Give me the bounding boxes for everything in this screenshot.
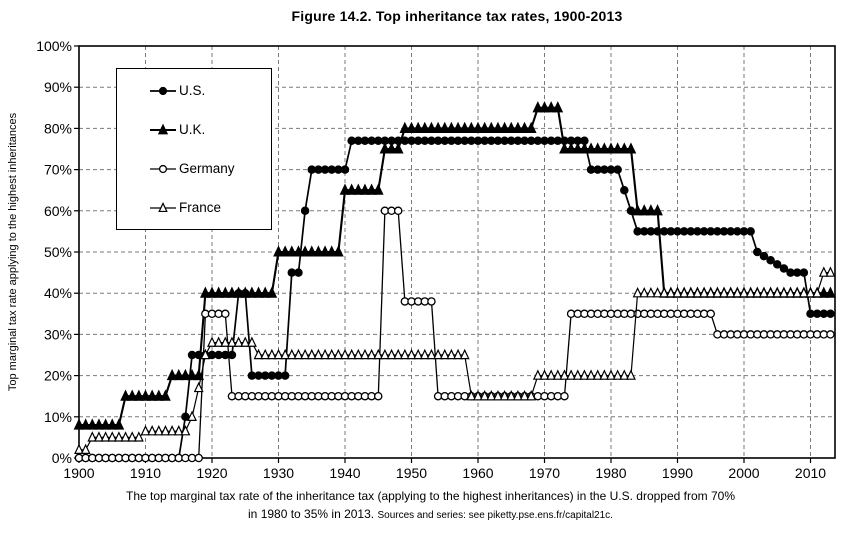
legend-item-france: France	[117, 200, 271, 215]
legend-marker-france-icon	[150, 201, 176, 212]
y-axis-title: Top marginal tax rate applying to the hi…	[7, 112, 19, 391]
caption-line1: The top marginal tax rate of the inherit…	[125, 489, 735, 503]
svg-text:0%: 0%	[52, 450, 72, 466]
legend-marker-germany-icon	[150, 164, 176, 173]
svg-text:1930: 1930	[263, 465, 294, 481]
svg-text:1910: 1910	[130, 465, 161, 481]
svg-text:80%: 80%	[44, 120, 72, 136]
svg-text:90%: 90%	[44, 79, 72, 95]
legend-item-uk: U.K.	[117, 122, 271, 137]
legend-marker-us-icon	[150, 86, 176, 95]
legend-item-us: U.S.	[117, 83, 271, 98]
svg-text:20%: 20%	[44, 368, 72, 384]
caption: The top marginal tax rate of the inherit…	[0, 487, 861, 525]
svg-text:1990: 1990	[662, 465, 693, 481]
legend-item-germany: Germany	[117, 161, 271, 176]
svg-text:1960: 1960	[462, 465, 493, 481]
svg-text:100%: 100%	[36, 38, 72, 54]
svg-text:2010: 2010	[795, 465, 826, 481]
caption-line2: in 1980 to 35% in 2013.	[248, 507, 375, 521]
chart-title: Figure 14.2. Top inheritance tax rates, …	[291, 8, 623, 24]
svg-text:1920: 1920	[196, 465, 227, 481]
svg-text:30%: 30%	[44, 326, 72, 342]
caption-sources: Sources and series: see piketty.pse.ens.…	[377, 510, 613, 521]
svg-text:1970: 1970	[529, 465, 560, 481]
legend-label-us: U.S.	[179, 83, 206, 98]
svg-text:50%: 50%	[44, 244, 72, 260]
svg-text:60%: 60%	[44, 203, 72, 219]
legend-marker-uk-icon	[150, 123, 176, 134]
legend-label-germany: Germany	[179, 161, 235, 176]
svg-text:40%: 40%	[44, 285, 72, 301]
legend-label-uk: U.K.	[179, 122, 206, 137]
legend-label-france: France	[179, 200, 222, 215]
svg-text:1950: 1950	[396, 465, 427, 481]
svg-text:1980: 1980	[595, 465, 626, 481]
svg-text:10%: 10%	[44, 409, 72, 425]
legend: U.S. U.K. Germany France	[116, 68, 272, 230]
svg-text:2000: 2000	[728, 465, 759, 481]
svg-text:1900: 1900	[63, 465, 94, 481]
svg-text:1940: 1940	[329, 465, 360, 481]
svg-text:70%: 70%	[44, 162, 72, 178]
